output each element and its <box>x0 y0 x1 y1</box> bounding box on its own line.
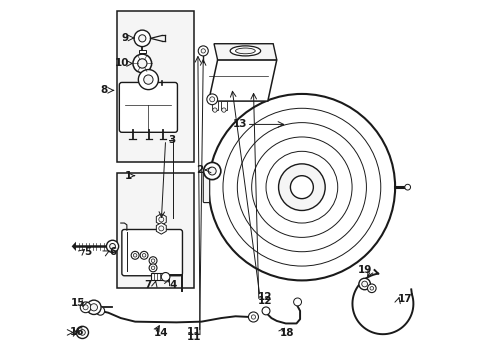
Circle shape <box>149 264 157 272</box>
Circle shape <box>209 97 214 102</box>
Circle shape <box>212 108 217 112</box>
Bar <box>139 50 145 53</box>
Circle shape <box>143 75 153 84</box>
Circle shape <box>133 54 151 73</box>
Text: 6: 6 <box>109 247 116 257</box>
Circle shape <box>80 329 85 335</box>
Ellipse shape <box>235 48 255 54</box>
Circle shape <box>159 217 163 222</box>
Text: 4: 4 <box>169 280 177 290</box>
Circle shape <box>208 94 394 280</box>
Circle shape <box>83 305 88 310</box>
Text: 19: 19 <box>357 265 371 275</box>
Circle shape <box>278 164 325 211</box>
Circle shape <box>137 59 147 68</box>
FancyBboxPatch shape <box>119 82 177 132</box>
Circle shape <box>361 281 367 287</box>
Text: 11: 11 <box>186 327 201 337</box>
Bar <box>117 173 194 288</box>
Circle shape <box>142 253 145 257</box>
Circle shape <box>131 251 139 259</box>
Circle shape <box>367 284 375 293</box>
Text: 17: 17 <box>397 294 411 304</box>
Circle shape <box>86 300 101 315</box>
Polygon shape <box>214 44 276 60</box>
Text: 2: 2 <box>195 165 203 175</box>
Bar <box>212 101 217 110</box>
Circle shape <box>140 251 148 259</box>
Text: 7: 7 <box>144 280 152 290</box>
Ellipse shape <box>230 46 260 56</box>
Circle shape <box>404 184 410 190</box>
Polygon shape <box>156 214 166 225</box>
Circle shape <box>206 94 217 105</box>
Circle shape <box>248 312 258 322</box>
Circle shape <box>151 259 155 262</box>
Text: 5: 5 <box>83 247 91 257</box>
Circle shape <box>221 108 225 112</box>
Polygon shape <box>156 223 166 234</box>
Circle shape <box>76 326 88 338</box>
Circle shape <box>262 307 269 315</box>
Bar <box>221 101 226 110</box>
FancyBboxPatch shape <box>122 229 182 276</box>
Circle shape <box>134 30 150 46</box>
Circle shape <box>139 35 145 42</box>
Text: 16: 16 <box>69 327 84 337</box>
Circle shape <box>133 253 137 257</box>
Circle shape <box>109 243 115 249</box>
Circle shape <box>290 176 313 199</box>
Circle shape <box>106 240 119 252</box>
Text: 13: 13 <box>232 120 247 129</box>
Text: 11: 11 <box>186 332 201 342</box>
Circle shape <box>80 302 91 313</box>
Circle shape <box>161 273 169 281</box>
Circle shape <box>151 266 155 270</box>
Text: 8: 8 <box>100 85 107 95</box>
Text: 9: 9 <box>121 33 128 43</box>
Circle shape <box>198 46 208 56</box>
Text: 14: 14 <box>154 328 168 338</box>
Text: 3: 3 <box>168 135 175 145</box>
Text: 1: 1 <box>124 171 131 181</box>
Polygon shape <box>72 242 76 251</box>
Circle shape <box>159 226 163 231</box>
Bar <box>117 12 194 162</box>
Circle shape <box>138 69 158 90</box>
Circle shape <box>358 278 369 290</box>
Circle shape <box>201 49 205 53</box>
Circle shape <box>149 257 157 265</box>
Circle shape <box>203 162 221 180</box>
Text: 10: 10 <box>114 58 129 68</box>
Text: 12: 12 <box>257 292 271 302</box>
Circle shape <box>251 315 255 319</box>
Circle shape <box>96 307 104 315</box>
Text: 18: 18 <box>279 328 293 338</box>
Circle shape <box>369 287 373 290</box>
Bar <box>151 273 165 280</box>
Polygon shape <box>208 60 276 101</box>
Circle shape <box>90 304 97 311</box>
Circle shape <box>208 167 216 175</box>
FancyBboxPatch shape <box>203 172 209 203</box>
Circle shape <box>293 298 301 306</box>
Text: 15: 15 <box>70 298 85 308</box>
Text: 12: 12 <box>258 296 272 306</box>
